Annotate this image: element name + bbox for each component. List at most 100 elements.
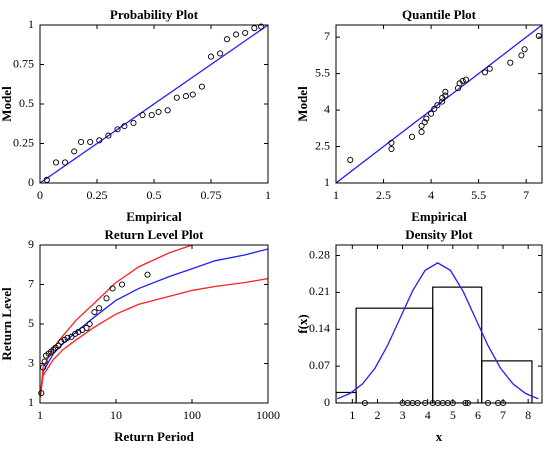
point [507, 59, 514, 66]
point [198, 83, 205, 90]
x-tick-label: 2.5 [376, 188, 391, 202]
point [62, 159, 69, 166]
point [388, 139, 395, 146]
point [217, 50, 224, 57]
plot-content [336, 262, 539, 403]
panel: 1 2.5 4 5.5 7 1 2.5 4 5.5 7 Quantile Plot Empirical… [295, 7, 543, 224]
plot-content [336, 25, 542, 183]
point [86, 320, 93, 328]
point [481, 69, 489, 76]
point [233, 31, 240, 38]
chart-title: Return Level Plot [105, 227, 205, 242]
point [71, 148, 78, 155]
point [421, 119, 428, 126]
point [103, 295, 110, 302]
y-tick-label: 3 [28, 355, 34, 369]
point [459, 77, 466, 84]
plot-content [40, 25, 268, 183]
y-tick-label: 5.5 [315, 65, 330, 79]
point [388, 145, 395, 153]
x-tick-label: 0.5 [147, 188, 162, 202]
x-tick-label: 5 [450, 408, 456, 422]
x-tick-label: 0 [37, 188, 43, 202]
chart-title: Probability Plot [110, 7, 199, 22]
x-tick-label: 100 [183, 408, 201, 422]
x-tick-label: 2 [374, 408, 380, 422]
point [189, 91, 196, 98]
y-axis-label: f(x) [295, 314, 310, 334]
point [114, 126, 121, 133]
x-tick-label: 3 [400, 408, 406, 422]
y-tick-label: 1 [28, 395, 34, 409]
point [83, 324, 90, 332]
x-tick-label: 0.75 [201, 188, 222, 202]
point [242, 29, 249, 36]
x-tick-label: 7 [500, 408, 506, 422]
point [418, 128, 425, 136]
y-tick-label: 9 [28, 237, 34, 251]
point [121, 123, 128, 130]
point [77, 138, 85, 145]
hist-bar [432, 286, 483, 403]
x-tick-label: 7 [523, 188, 529, 202]
hist-bar [481, 360, 533, 403]
chart-title: Quantile Plot [402, 7, 477, 22]
x-tick-label: 6 [475, 408, 481, 422]
x-tick-label: 1 [265, 188, 271, 202]
point [347, 156, 354, 163]
x-tick-label: 1000 [256, 408, 280, 422]
point [518, 52, 525, 59]
y-axis-label: Return Level [0, 287, 14, 361]
point [61, 336, 68, 343]
y-tick-label: 1 [28, 17, 34, 31]
point [418, 122, 425, 129]
x-tick-label: 1 [37, 408, 43, 422]
point [91, 309, 98, 316]
plot-area [40, 245, 268, 403]
point [164, 107, 171, 114]
x-tick-label: 1 [349, 408, 355, 422]
x-axis-label: Empirical [411, 209, 467, 224]
point [486, 65, 493, 72]
point [109, 285, 116, 292]
point [535, 32, 542, 39]
point [130, 119, 137, 127]
point [442, 88, 449, 95]
y-tick-label: 0 [28, 175, 34, 189]
point [431, 105, 438, 112]
point [64, 334, 71, 341]
point [52, 159, 60, 166]
y-tick-label: 2.5 [315, 138, 330, 152]
point [434, 102, 441, 109]
frame [335, 244, 543, 404]
point [258, 23, 265, 30]
point [439, 98, 446, 105]
point [155, 108, 162, 115]
point [182, 93, 189, 100]
point [96, 137, 103, 144]
chart-title: Density Plot [405, 227, 473, 242]
x-axis-label: Return Period [114, 429, 195, 444]
point [207, 53, 215, 60]
y-tick-label: 4 [324, 102, 330, 116]
y-tick-label: 7 [324, 29, 330, 43]
point [38, 390, 45, 397]
panel: 0 0.25 0.5 0.75 1 0 0.25 0.5 0.75 1 Probability Pl… [0, 7, 271, 224]
x-tick-label: 0.25 [87, 188, 108, 202]
point [105, 132, 112, 139]
y-tick-label: 5 [28, 316, 34, 330]
curve [336, 25, 542, 183]
y-tick-label: 0.21 [309, 284, 330, 298]
x-axis-label: x [436, 429, 443, 444]
x-tick-label: 10 [110, 408, 122, 422]
y-tick-label: 0.25 [13, 135, 34, 149]
y-tick-label: 0.28 [309, 247, 330, 261]
y-tick-label: 0.75 [13, 56, 34, 70]
x-axis-label: Empirical [126, 209, 182, 224]
curve [337, 262, 539, 400]
point [144, 271, 151, 278]
point [96, 305, 103, 312]
point [223, 36, 231, 43]
point [87, 138, 94, 145]
